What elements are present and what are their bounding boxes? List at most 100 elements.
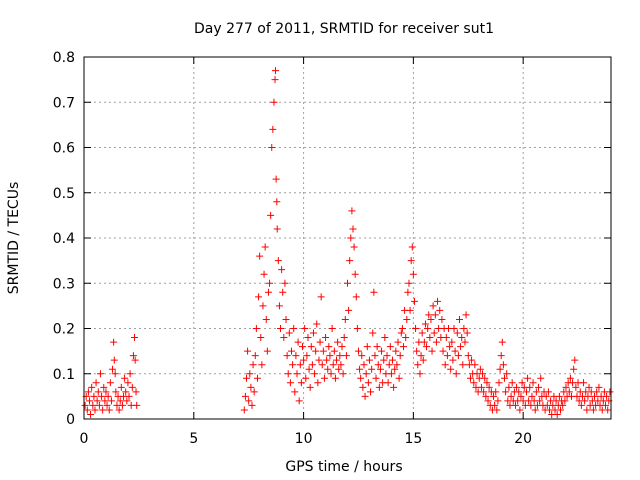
- data-point: [399, 343, 407, 351]
- data-point: [292, 352, 300, 360]
- data-point: [451, 347, 459, 355]
- data-point: [408, 243, 416, 251]
- data-point: [327, 370, 335, 378]
- data-point: [261, 243, 269, 251]
- data-point: [245, 397, 253, 405]
- data-point: [240, 406, 248, 414]
- data-point: [524, 374, 532, 382]
- data-point: [376, 365, 384, 373]
- data-point: [122, 388, 130, 396]
- x-tick-label: 10: [295, 431, 313, 447]
- data-point: [434, 297, 442, 305]
- data-point: [585, 383, 593, 391]
- data-point: [87, 410, 95, 418]
- data-point: [387, 370, 395, 378]
- data-point: [385, 361, 393, 369]
- data-point: [342, 352, 350, 360]
- data-point: [328, 325, 336, 332]
- data-point: [333, 356, 341, 364]
- data-point: [499, 361, 507, 369]
- data-point: [412, 325, 420, 332]
- data-point: [370, 288, 378, 296]
- data-point: [362, 370, 370, 378]
- data-point: [364, 379, 372, 387]
- data-point: [104, 392, 112, 400]
- data-point: [369, 329, 377, 337]
- data-point: [241, 392, 249, 400]
- data-point: [373, 343, 381, 351]
- data-point: [301, 325, 309, 332]
- data-point: [83, 406, 91, 414]
- data-point: [416, 370, 424, 378]
- data-point: [426, 334, 434, 342]
- data-point: [395, 374, 403, 382]
- data-point: [110, 356, 118, 364]
- data-point: [267, 211, 275, 219]
- data-point: [481, 374, 489, 382]
- data-point: [536, 397, 544, 405]
- data-point: [274, 257, 282, 265]
- data-point: [419, 356, 427, 364]
- data-point: [334, 338, 342, 346]
- data-point: [273, 198, 281, 206]
- data-point: [279, 288, 287, 296]
- data-point: [494, 397, 502, 405]
- data-point: [453, 329, 461, 337]
- data-point: [341, 315, 349, 323]
- data-point: [303, 352, 311, 360]
- data-point: [591, 392, 599, 400]
- data-point: [459, 361, 467, 369]
- data-point: [581, 397, 589, 405]
- x-axis-label: GPS time / hours: [285, 459, 402, 475]
- data-point: [294, 338, 302, 346]
- data-point: [476, 365, 484, 373]
- data-point: [420, 338, 428, 346]
- data-point: [463, 329, 471, 337]
- data-point: [383, 352, 391, 360]
- data-point: [360, 361, 368, 369]
- data-point: [338, 343, 346, 351]
- data-point: [314, 379, 322, 387]
- data-point: [537, 374, 545, 382]
- data-point: [423, 343, 431, 351]
- data-point: [391, 365, 399, 373]
- data-point: [513, 383, 521, 391]
- data-point: [397, 329, 405, 337]
- data-point: [359, 383, 367, 391]
- data-point: [559, 401, 567, 409]
- data-point: [278, 266, 286, 274]
- data-point: [323, 356, 331, 364]
- data-point: [468, 356, 476, 364]
- data-point: [471, 361, 479, 369]
- data-point: [283, 352, 291, 360]
- data-point: [421, 320, 429, 328]
- data-point: [290, 325, 298, 332]
- data-point: [131, 334, 139, 342]
- data-point: [404, 288, 412, 296]
- data-point: [493, 406, 501, 414]
- data-point: [272, 175, 280, 183]
- data-point: [110, 338, 118, 346]
- data-point: [371, 352, 379, 360]
- data-point: [441, 361, 449, 369]
- data-point: [531, 406, 539, 414]
- data-point: [339, 370, 347, 378]
- data-point: [98, 392, 106, 400]
- data-point: [483, 379, 491, 387]
- data-point: [454, 352, 462, 360]
- data-point: [417, 352, 425, 360]
- data-point: [118, 401, 126, 409]
- data-point: [345, 306, 353, 314]
- data-points: [81, 67, 614, 418]
- data-point: [515, 388, 523, 396]
- data-point: [308, 361, 316, 369]
- data-point: [88, 383, 96, 391]
- data-point: [555, 392, 563, 400]
- data-point: [90, 392, 98, 400]
- y-tick-label: 0.1: [53, 367, 75, 383]
- data-point: [350, 243, 358, 251]
- data-point: [324, 365, 332, 373]
- data-point: [372, 374, 380, 382]
- data-point: [455, 315, 463, 323]
